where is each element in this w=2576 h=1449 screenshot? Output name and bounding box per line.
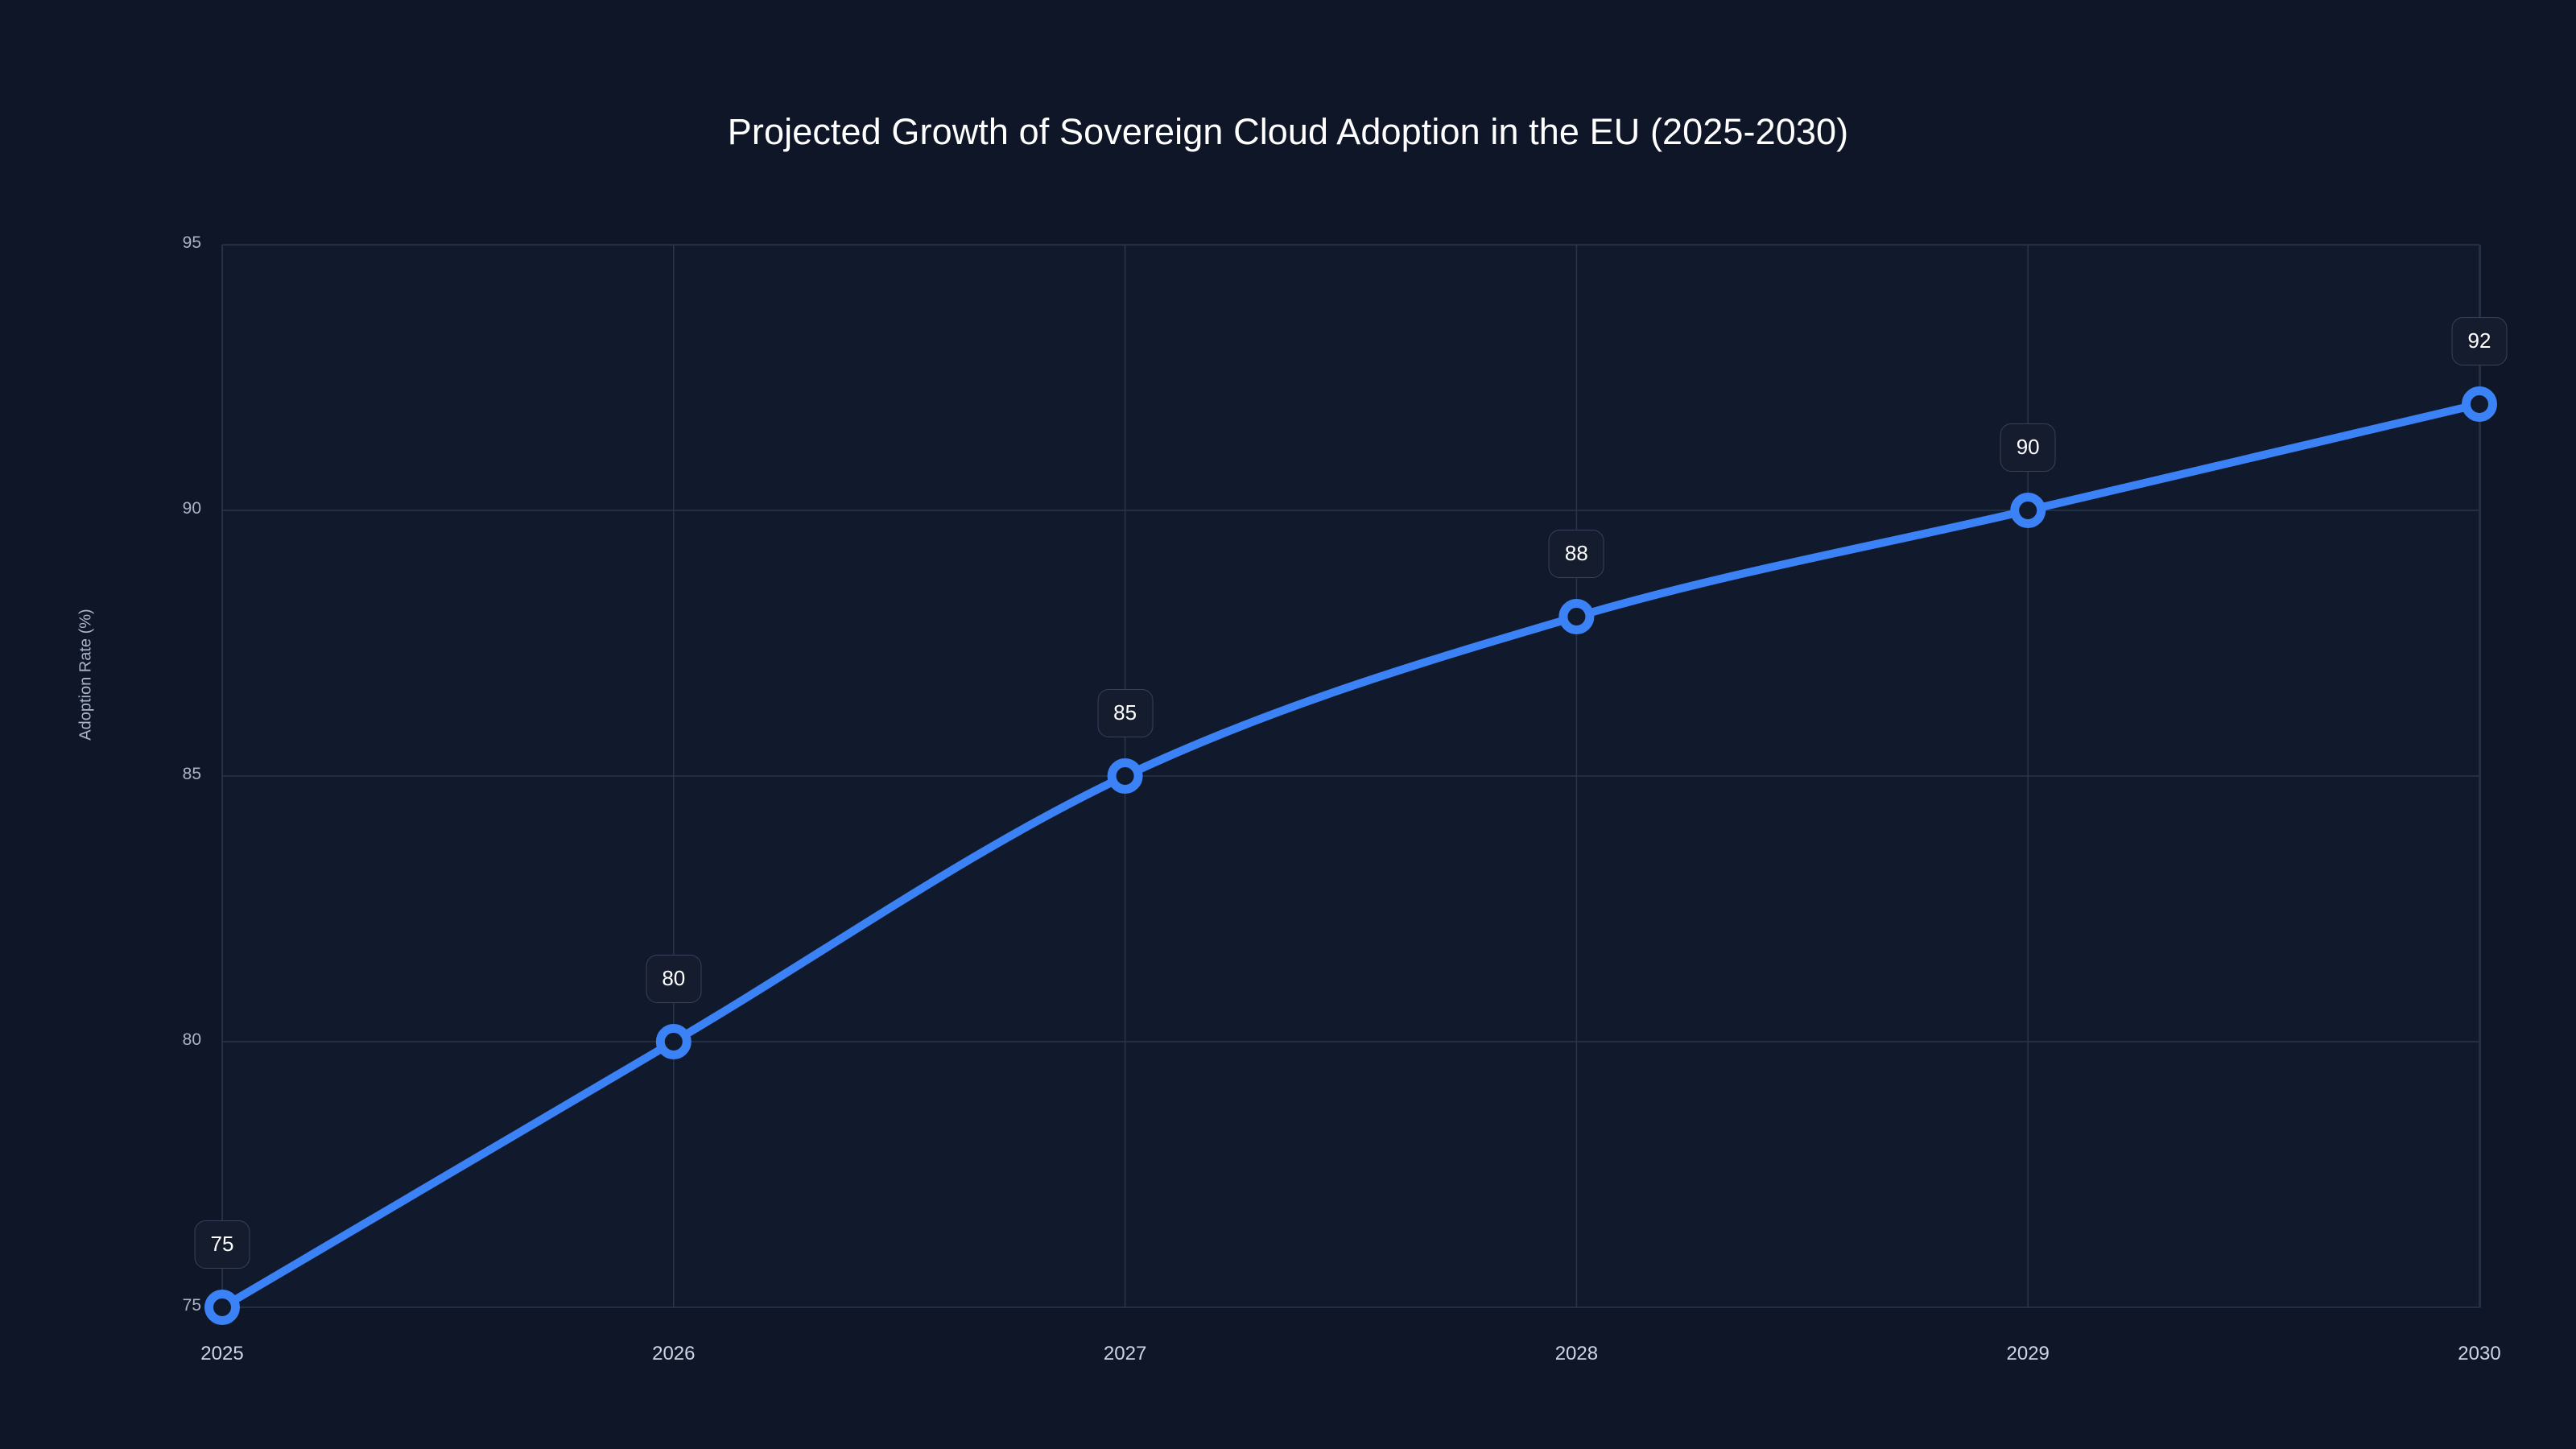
data-point-label: 85 xyxy=(1097,689,1154,737)
x-tick-label: 2025 xyxy=(200,1343,244,1364)
data-point-label: 90 xyxy=(2000,423,2056,472)
x-tick-label: 2027 xyxy=(1103,1343,1147,1364)
y-tick-label: 80 xyxy=(182,1030,201,1049)
y-tick-label: 85 xyxy=(182,765,201,783)
y-axis-title: Adoption Rate (%) xyxy=(76,609,95,741)
plot-area xyxy=(222,245,2481,1308)
y-tick-label: 90 xyxy=(182,499,201,518)
y-tick-label: 95 xyxy=(182,233,201,252)
x-tick-label: 2026 xyxy=(652,1343,696,1364)
data-point-label: 75 xyxy=(194,1220,250,1269)
y-tick-label: 75 xyxy=(182,1296,201,1315)
x-tick-label: 2028 xyxy=(1554,1343,1599,1364)
x-tick-label: 2029 xyxy=(2006,1343,2050,1364)
data-point-label: 92 xyxy=(2451,317,2508,365)
chart-title: Projected Growth of Sovereign Cloud Adop… xyxy=(727,111,1849,152)
data-point-label: 80 xyxy=(646,955,702,1003)
x-tick-label: 2030 xyxy=(2458,1343,2501,1364)
data-point-label: 88 xyxy=(1548,530,1604,578)
